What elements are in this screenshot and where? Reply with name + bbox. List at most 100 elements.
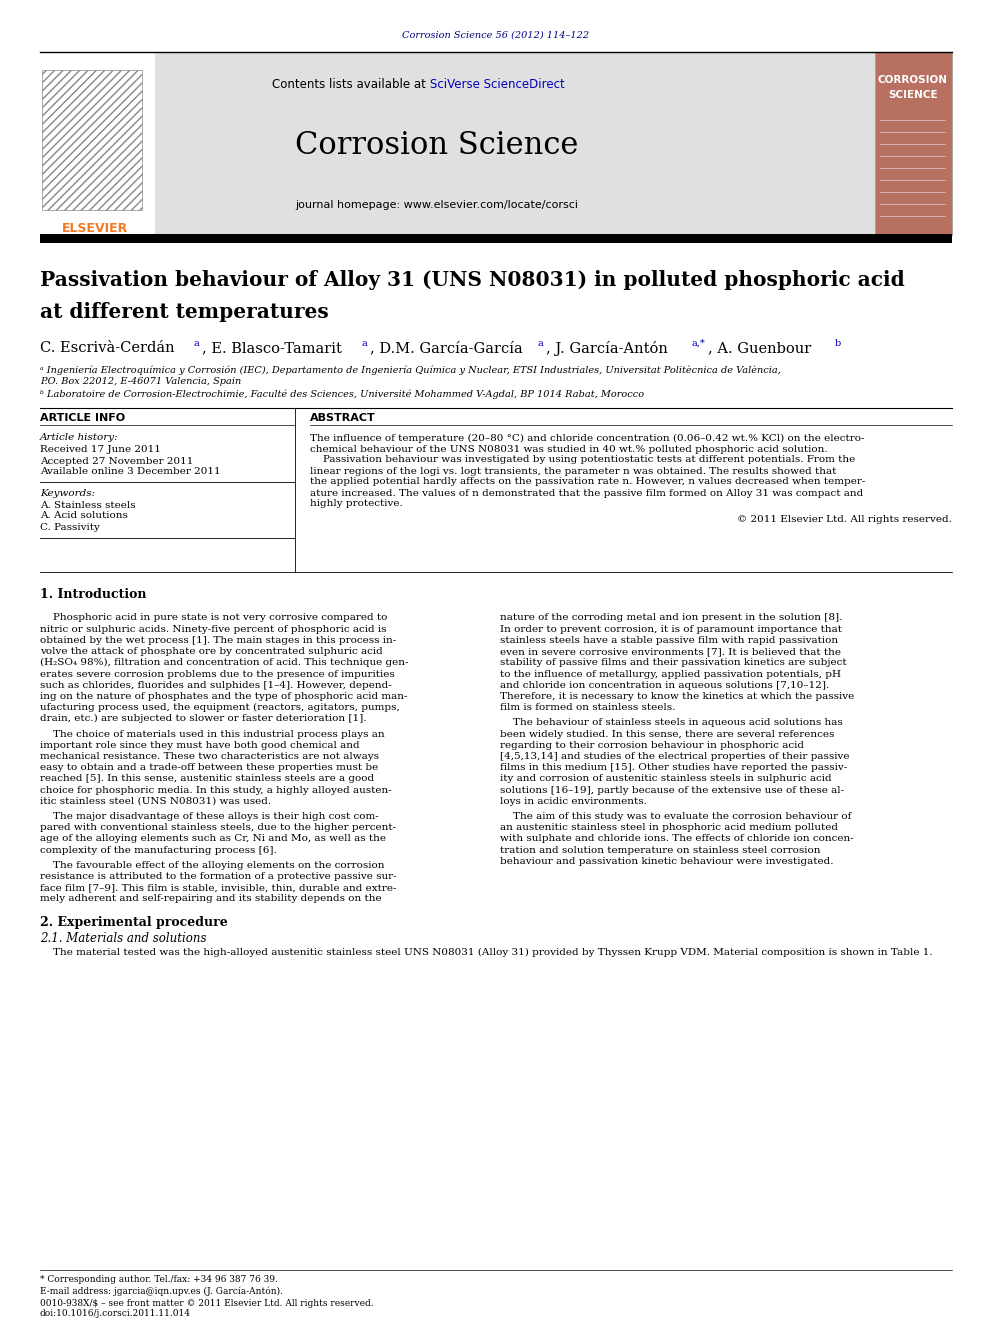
Text: ᵃ Ingeniería Electroquímica y Corrosión (IEC), Departamento de Ingeniería Químic: ᵃ Ingeniería Electroquímica y Corrosión … (40, 365, 781, 374)
Text: films in this medium [15]. Other studies have reported the passiv-: films in this medium [15]. Other studies… (500, 763, 847, 773)
Text: tration and solution temperature on stainless steel corrosion: tration and solution temperature on stai… (500, 845, 820, 855)
Text: , J. García-Antón: , J. García-Antón (546, 340, 668, 356)
Text: Therefore, it is necessary to know the kinetics at which the passive: Therefore, it is necessary to know the k… (500, 692, 854, 701)
Text: behaviour and passivation kinetic behaviour were investigated.: behaviour and passivation kinetic behavi… (500, 857, 833, 865)
Text: , E. Blasco-Tamarit: , E. Blasco-Tamarit (202, 341, 342, 355)
Text: such as chlorides, fluorides and sulphides [1–4]. However, depend-: such as chlorides, fluorides and sulphid… (40, 681, 392, 689)
Text: at different temperatures: at different temperatures (40, 302, 328, 321)
Text: with sulphate and chloride ions. The effects of chloride ion concen-: with sulphate and chloride ions. The eff… (500, 835, 854, 843)
Text: pared with conventional stainless steels, due to the higher percent-: pared with conventional stainless steels… (40, 823, 396, 832)
Text: , A. Guenbour: , A. Guenbour (708, 341, 811, 355)
Text: C. Passivity: C. Passivity (40, 523, 100, 532)
Text: The major disadvantage of these alloys is their high cost com-: The major disadvantage of these alloys i… (40, 812, 379, 820)
Text: * Corresponding author. Tel./fax: +34 96 387 76 39.: * Corresponding author. Tel./fax: +34 96… (40, 1275, 278, 1285)
Bar (875, 52, 952, 235)
Text: itic stainless steel (UNS N08031) was used.: itic stainless steel (UNS N08031) was us… (40, 796, 271, 806)
Text: Corrosion Science: Corrosion Science (296, 130, 578, 160)
Bar (155, 52, 875, 235)
Text: choice for phosphoric media. In this study, a highly alloyed austen-: choice for phosphoric media. In this stu… (40, 786, 392, 795)
Text: a: a (538, 339, 544, 348)
Text: (H₂SO₄ 98%), filtration and concentration of acid. This technique gen-: (H₂SO₄ 98%), filtration and concentratio… (40, 659, 409, 667)
Text: C. Escrivà-Cerdán: C. Escrivà-Cerdán (40, 341, 175, 355)
Text: The material tested was the high-alloyed austenitic stainless steel UNS N08031 (: The material tested was the high-alloyed… (40, 947, 932, 957)
Text: Passivation behaviour of Alloy 31 (UNS N08031) in polluted phosphoric acid: Passivation behaviour of Alloy 31 (UNS N… (40, 270, 905, 290)
Text: resistance is attributed to the formation of a protective passive sur-: resistance is attributed to the formatio… (40, 872, 397, 881)
Text: highly protective.: highly protective. (310, 500, 403, 508)
Text: CORROSION: CORROSION (878, 75, 948, 85)
Text: 2. Experimental procedure: 2. Experimental procedure (40, 916, 228, 929)
Text: ature increased. The values of n demonstrated that the passive film formed on Al: ature increased. The values of n demonst… (310, 488, 863, 497)
Text: age of the alloying elements such as Cr, Ni and Mo, as well as the: age of the alloying elements such as Cr,… (40, 835, 386, 843)
Text: ARTICLE INFO: ARTICLE INFO (40, 413, 125, 423)
Text: Passivation behaviour was investigated by using potentiostatic tests at differen: Passivation behaviour was investigated b… (310, 455, 855, 464)
Text: complexity of the manufacturing process [6].: complexity of the manufacturing process … (40, 845, 277, 855)
Text: ᵇ Laboratoire de Corrosion-Electrochimie, Faculté des Sciences, Université Moham: ᵇ Laboratoire de Corrosion-Electrochimie… (40, 389, 644, 398)
Text: A. Acid solutions: A. Acid solutions (40, 512, 128, 520)
Text: nature of the corroding metal and ion present in the solution [8].: nature of the corroding metal and ion pr… (500, 614, 842, 623)
Text: 2.1. Materials and solutions: 2.1. Materials and solutions (40, 931, 206, 945)
Text: film is formed on stainless steels.: film is formed on stainless steels. (500, 703, 676, 712)
Text: , D.M. García-García: , D.M. García-García (370, 341, 523, 355)
Text: mechanical resistance. These two characteristics are not always: mechanical resistance. These two charact… (40, 751, 379, 761)
Text: A. Stainless steels: A. Stainless steels (40, 500, 136, 509)
Text: a: a (194, 339, 199, 348)
Text: [4,5,13,14] and studies of the electrical properties of their passive: [4,5,13,14] and studies of the electrica… (500, 751, 849, 761)
Text: an austenitic stainless steel in phosphoric acid medium polluted: an austenitic stainless steel in phospho… (500, 823, 838, 832)
Text: erates severe corrosion problems due to the presence of impurities: erates severe corrosion problems due to … (40, 669, 395, 679)
Text: stainless steels have a stable passive film with rapid passivation: stainless steels have a stable passive f… (500, 636, 838, 644)
Text: obtained by the wet process [1]. The main stages in this process in-: obtained by the wet process [1]. The mai… (40, 636, 396, 644)
Text: nitric or sulphuric acids. Ninety-five percent of phosphoric acid is: nitric or sulphuric acids. Ninety-five p… (40, 624, 387, 634)
Text: solutions [16–19], partly because of the extensive use of these al-: solutions [16–19], partly because of the… (500, 786, 844, 795)
Text: to the influence of metallurgy, applied passivation potentials, pH: to the influence of metallurgy, applied … (500, 669, 841, 679)
Text: b: b (835, 339, 841, 348)
Text: the applied potential hardly affects on the passivation rate n. However, n value: the applied potential hardly affects on … (310, 478, 865, 487)
Text: chemical behaviour of the UNS N08031 was studied in 40 wt.% polluted phosphoric : chemical behaviour of the UNS N08031 was… (310, 445, 827, 454)
Text: Accepted 27 November 2011: Accepted 27 November 2011 (40, 456, 193, 466)
Text: ufacturing process used, the equipment (reactors, agitators, pumps,: ufacturing process used, the equipment (… (40, 703, 400, 712)
Text: ABSTRACT: ABSTRACT (310, 413, 376, 423)
Text: The behaviour of stainless steels in aqueous acid solutions has: The behaviour of stainless steels in aqu… (500, 718, 843, 728)
Text: Contents lists available at: Contents lists available at (273, 78, 430, 91)
Text: SciVerse ScienceDirect: SciVerse ScienceDirect (430, 78, 564, 91)
Text: linear regions of the logi vs. logt transients, the parameter n was obtained. Th: linear regions of the logi vs. logt tran… (310, 467, 836, 475)
Text: SCIENCE: SCIENCE (888, 90, 937, 101)
Text: Keywords:: Keywords: (40, 488, 95, 497)
Text: In order to prevent corrosion, it is of paramount importance that: In order to prevent corrosion, it is of … (500, 624, 842, 634)
Text: mely adherent and self-repairing and its stability depends on the: mely adherent and self-repairing and its… (40, 894, 382, 904)
Text: The influence of temperature (20–80 °C) and chloride concentration (0.06–0.42 wt: The influence of temperature (20–80 °C) … (310, 434, 864, 443)
Text: journal homepage: www.elsevier.com/locate/corsci: journal homepage: www.elsevier.com/locat… (296, 200, 578, 210)
Text: 1. Introduction: 1. Introduction (40, 589, 147, 602)
Text: E-mail address: jgarcia@iqn.upv.es (J. García-Antón).: E-mail address: jgarcia@iqn.upv.es (J. G… (40, 1286, 283, 1295)
Text: ity and corrosion of austenitic stainless steels in sulphuric acid: ity and corrosion of austenitic stainles… (500, 774, 831, 783)
Text: © 2011 Elsevier Ltd. All rights reserved.: © 2011 Elsevier Ltd. All rights reserved… (737, 515, 952, 524)
Text: The favourable effect of the alloying elements on the corrosion: The favourable effect of the alloying el… (40, 861, 385, 869)
Bar (40, 52, 155, 235)
Text: a,*: a,* (691, 339, 704, 348)
Bar (40, 234, 952, 243)
Text: and chloride ion concentration in aqueous solutions [7,10–12].: and chloride ion concentration in aqueou… (500, 681, 829, 689)
Text: The choice of materials used in this industrial process plays an: The choice of materials used in this ind… (40, 729, 385, 738)
Text: Available online 3 December 2011: Available online 3 December 2011 (40, 467, 220, 476)
Text: Received 17 June 2011: Received 17 June 2011 (40, 446, 161, 455)
Text: The aim of this study was to evaluate the corrosion behaviour of: The aim of this study was to evaluate th… (500, 812, 851, 820)
Text: volve the attack of phosphate ore by concentrated sulphuric acid: volve the attack of phosphate ore by con… (40, 647, 383, 656)
Text: Article history:: Article history: (40, 434, 119, 442)
Bar (42, 70, 142, 210)
Text: reached [5]. In this sense, austenitic stainless steels are a good: reached [5]. In this sense, austenitic s… (40, 774, 374, 783)
Text: a: a (362, 339, 368, 348)
Text: stability of passive films and their passivation kinetics are subject: stability of passive films and their pas… (500, 659, 846, 667)
Text: been widely studied. In this sense, there are several references: been widely studied. In this sense, ther… (500, 729, 834, 738)
Text: P.O. Box 22012, E-46071 Valencia, Spain: P.O. Box 22012, E-46071 Valencia, Spain (40, 377, 241, 386)
Text: important role since they must have both good chemical and: important role since they must have both… (40, 741, 360, 750)
Text: drain, etc.) are subjected to slower or faster deterioration [1].: drain, etc.) are subjected to slower or … (40, 714, 366, 724)
Text: 0010-938X/$ – see front matter © 2011 Elsevier Ltd. All rights reserved.: 0010-938X/$ – see front matter © 2011 El… (40, 1299, 374, 1308)
Text: ing on the nature of phosphates and the type of phosphoric acid man-: ing on the nature of phosphates and the … (40, 692, 408, 701)
Text: easy to obtain and a trade-off between these properties must be: easy to obtain and a trade-off between t… (40, 763, 378, 773)
Text: doi:10.1016/j.corsci.2011.11.014: doi:10.1016/j.corsci.2011.11.014 (40, 1310, 191, 1319)
Text: loys in acidic environments.: loys in acidic environments. (500, 796, 647, 806)
Text: face film [7–9]. This film is stable, invisible, thin, durable and extre-: face film [7–9]. This film is stable, in… (40, 882, 397, 892)
Text: Corrosion Science 56 (2012) 114–122: Corrosion Science 56 (2012) 114–122 (403, 30, 589, 40)
Text: regarding to their corrosion behaviour in phosphoric acid: regarding to their corrosion behaviour i… (500, 741, 804, 750)
Text: even in severe corrosive environments [7]. It is believed that the: even in severe corrosive environments [7… (500, 647, 841, 656)
Text: ELSEVIER: ELSEVIER (62, 221, 128, 234)
